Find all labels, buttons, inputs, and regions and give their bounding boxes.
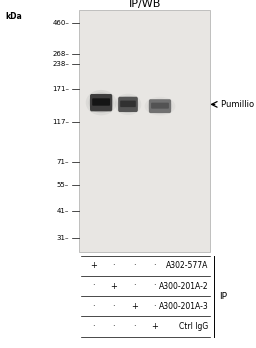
- Ellipse shape: [117, 96, 139, 113]
- Text: ·: ·: [92, 302, 95, 311]
- Text: IP: IP: [219, 292, 227, 301]
- Text: 117–: 117–: [52, 119, 69, 126]
- Text: +: +: [152, 322, 158, 331]
- Ellipse shape: [115, 94, 141, 115]
- Text: A300-201A-3: A300-201A-3: [159, 302, 209, 311]
- Text: ·: ·: [154, 302, 156, 311]
- Text: ·: ·: [133, 282, 136, 291]
- Text: +: +: [90, 261, 97, 270]
- Text: +: +: [111, 282, 117, 291]
- Text: 268–: 268–: [52, 51, 69, 57]
- Text: kDa: kDa: [5, 12, 22, 21]
- Text: 171–: 171–: [52, 86, 69, 92]
- Ellipse shape: [86, 90, 116, 115]
- Text: ·: ·: [113, 261, 115, 270]
- Bar: [79, 10, 210, 252]
- FancyBboxPatch shape: [118, 97, 138, 112]
- Text: ·: ·: [154, 282, 156, 291]
- Text: ·: ·: [133, 322, 136, 331]
- Text: ·: ·: [113, 322, 115, 331]
- Text: 238–: 238–: [52, 61, 69, 68]
- FancyBboxPatch shape: [149, 99, 171, 113]
- FancyBboxPatch shape: [92, 98, 110, 106]
- Text: 41–: 41–: [57, 207, 69, 214]
- Text: ·: ·: [133, 261, 136, 270]
- Text: A300-201A-2: A300-201A-2: [159, 282, 209, 291]
- Text: ·: ·: [92, 282, 95, 291]
- Text: 71–: 71–: [57, 159, 69, 165]
- Text: ·: ·: [113, 302, 115, 311]
- Text: A302-577A: A302-577A: [166, 261, 209, 270]
- Text: 460–: 460–: [52, 19, 69, 26]
- Ellipse shape: [147, 98, 173, 114]
- Text: 31–: 31–: [57, 235, 69, 242]
- Ellipse shape: [89, 92, 114, 113]
- Text: ·: ·: [92, 322, 95, 331]
- FancyBboxPatch shape: [151, 103, 169, 109]
- Text: Pumillio 1: Pumillio 1: [221, 100, 256, 109]
- Text: IP/WB: IP/WB: [129, 0, 161, 9]
- Ellipse shape: [145, 97, 175, 116]
- Text: 55–: 55–: [57, 182, 69, 188]
- FancyBboxPatch shape: [90, 94, 112, 111]
- Text: +: +: [131, 302, 138, 311]
- Text: ·: ·: [154, 261, 156, 270]
- Text: Ctrl IgG: Ctrl IgG: [179, 322, 209, 331]
- FancyBboxPatch shape: [120, 101, 136, 107]
